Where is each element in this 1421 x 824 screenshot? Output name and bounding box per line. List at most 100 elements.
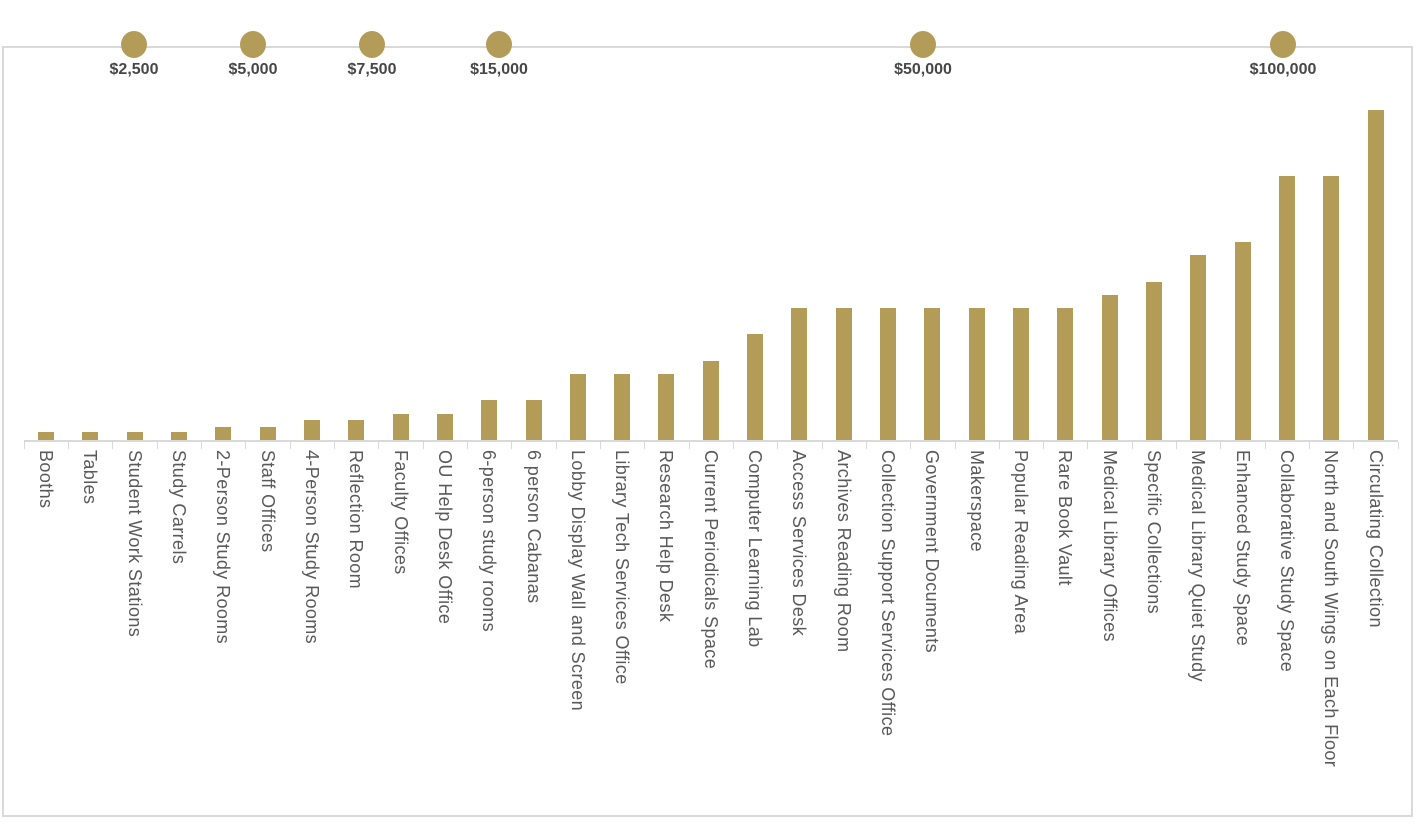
bar [127, 432, 143, 440]
price-marker-dot-icon [1270, 31, 1296, 58]
category-label: Staff Offices [258, 450, 278, 553]
price-marker-label: $15,000 [470, 61, 528, 78]
category-label: Circulating Collection [1366, 450, 1386, 628]
category-label: Lobby Display Wall and Screen [568, 450, 588, 712]
price-marker-dot-icon [359, 31, 385, 58]
bar [82, 432, 98, 440]
axis-tick [334, 442, 335, 449]
bar [215, 427, 231, 440]
axis-tick [644, 442, 645, 449]
axis-tick [290, 442, 291, 449]
category-label: Popular Reading Area [1011, 450, 1031, 635]
category-label: Current Periodicals Space [701, 450, 721, 670]
bar [880, 308, 896, 440]
axis-tick [24, 442, 25, 449]
axis-tick [866, 442, 867, 449]
price-marker-dot-icon [240, 31, 266, 58]
category-label: Library Tech Services Office [612, 450, 632, 685]
price-marker-label: $100,000 [1249, 61, 1317, 78]
price-marker-dot-icon [910, 31, 936, 58]
category-label: Research Help Desk [656, 450, 676, 623]
axis-tick [68, 442, 69, 449]
x-axis-line [23, 440, 1398, 442]
axis-tick [423, 442, 424, 449]
category-label: Government Documents [922, 450, 942, 654]
price-marker-label: $50,000 [894, 61, 952, 78]
bar [658, 374, 674, 440]
axis-tick [822, 442, 823, 449]
axis-tick [733, 442, 734, 449]
category-label: North and South Wings on Each Floor [1321, 450, 1341, 768]
category-label: Collaborative Study Space [1277, 450, 1297, 673]
price-marker-label: $2,500 [109, 61, 159, 78]
category-label: Computer Learning Lab [745, 450, 765, 648]
axis-tick [1265, 442, 1266, 449]
category-label: Faculty Offices [391, 450, 411, 575]
bar [526, 400, 542, 440]
axis-tick [201, 442, 202, 449]
price-marker-dot-icon [486, 31, 512, 58]
bar [348, 420, 364, 440]
axis-tick [1220, 442, 1221, 449]
bar [1190, 255, 1206, 440]
bar [1146, 282, 1162, 440]
category-label: Archives Reading Room [834, 450, 854, 653]
category-label: Collection Support Services Office [878, 450, 898, 737]
bar [38, 432, 54, 440]
bar [969, 308, 985, 440]
axis-tick [112, 442, 113, 449]
bar [614, 374, 630, 440]
category-label: Rare Book Vault [1055, 450, 1075, 586]
plot-frame [2, 46, 1413, 817]
category-label: 4-Person Study Rooms [302, 450, 322, 645]
bar [437, 414, 453, 440]
category-label: OU Help Desk Office [435, 450, 455, 625]
bar [1235, 242, 1251, 440]
category-label: Student Work Stations [125, 450, 145, 638]
axis-tick [511, 442, 512, 449]
price-marker-label: $5,000 [228, 61, 278, 78]
axis-tick [556, 442, 557, 449]
price-marker-dot-icon [121, 31, 147, 58]
category-label: Medical Library Offices [1100, 450, 1120, 642]
bar [1368, 110, 1384, 440]
bar [703, 361, 719, 440]
price-marker-label: $7,500 [347, 61, 397, 78]
axis-tick [955, 442, 956, 449]
bar [260, 427, 276, 440]
bar [171, 432, 187, 440]
category-label: Medical Library Quiet Study [1188, 450, 1208, 682]
bar [1013, 308, 1029, 440]
bar [836, 308, 852, 440]
axis-tick [777, 442, 778, 449]
axis-tick [600, 442, 601, 449]
category-label: Reflection Room [346, 450, 366, 590]
axis-tick [378, 442, 379, 449]
bar [1279, 176, 1295, 440]
bar [481, 400, 497, 440]
axis-tick [1087, 442, 1088, 449]
category-label: Booths [36, 450, 56, 509]
bar [570, 374, 586, 440]
bar [791, 308, 807, 440]
category-label: 6 person Cabanas [524, 450, 544, 604]
axis-tick [999, 442, 1000, 449]
axis-tick [910, 442, 911, 449]
category-label: Tables [80, 450, 100, 505]
axis-tick [689, 442, 690, 449]
axis-tick [1043, 442, 1044, 449]
category-label: 6-person study rooms [479, 450, 499, 633]
axis-tick [1353, 442, 1354, 449]
category-label: Study Carrels [169, 450, 189, 565]
bar [1057, 308, 1073, 440]
axis-tick [245, 442, 246, 449]
category-label: Access Services Desk [789, 450, 809, 637]
bar [747, 334, 763, 440]
bar [304, 420, 320, 440]
bar [1323, 176, 1339, 440]
axis-tick [467, 442, 468, 449]
axis-tick [157, 442, 158, 449]
bar [1102, 295, 1118, 440]
axis-tick [1132, 442, 1133, 449]
